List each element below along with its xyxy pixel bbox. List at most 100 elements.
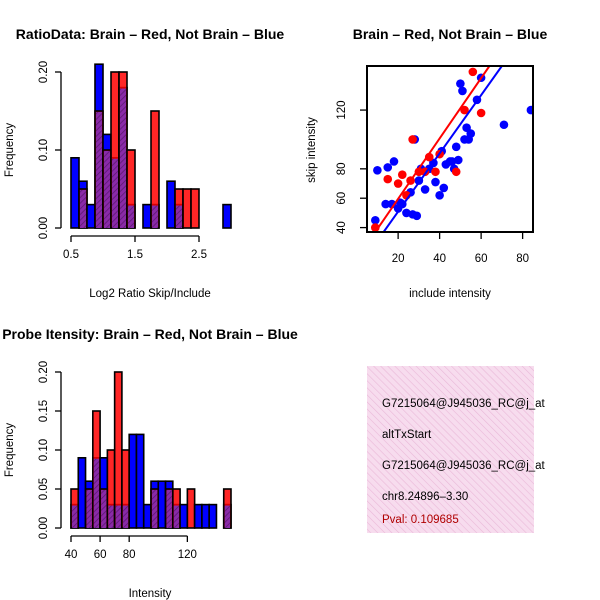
intensity-bar-overlap-6 (115, 505, 121, 528)
ratio-bar-notbrain-9: 0.03 (142, 203, 152, 229)
scatter-point-brain: 27, 100 (408, 135, 417, 144)
info-probe-id: G7215064@J945036_RC@j_at (382, 398, 546, 410)
scatter-point-brain: 60, 118 (476, 108, 486, 118)
ratio-bar-overlap-10 (152, 205, 158, 228)
scatter-plot-area: 9, 4510, 7914, 5615, 8117, 5618, 8520, 5… (371, 66, 533, 232)
scatter-plot-frame (366, 65, 534, 233)
intensity-x-tick-label: 120 (178, 549, 197, 561)
info-panel-background (367, 366, 534, 533)
scatter-x-tick-label: 60 (475, 253, 488, 265)
scatter-point-brain: 38, 78 (431, 167, 440, 177)
intensity-histogram-xlabel: Intensity (129, 588, 172, 600)
scatter-point-notbrain: 50, 138 (456, 79, 465, 88)
scatter-point-brain: 22, 76 (397, 170, 407, 180)
ratio-bar-brain-15: 0.05 (190, 188, 200, 229)
intensity-bar-notbrain-17: 0.03 (193, 503, 203, 529)
scatter-fit-line-notbrain (382, 66, 503, 232)
ratio-bar-notbrain-2: 0.03 (86, 203, 96, 229)
intensity-bar-brain-16: 0.05 (186, 488, 196, 529)
scatter-point-brain: 56, 146 (468, 67, 478, 77)
ratio-bar-brain-14: 0.05 (182, 188, 192, 229)
intensity-bar-notbrain-19: 0.03 (208, 503, 218, 529)
scatter-point-notbrain: 15, 81 (383, 163, 393, 172)
ratio-y-tick-label: 0.10 (38, 139, 50, 161)
scatter-x-tick-label: 40 (433, 253, 446, 265)
scatter-y-tick-label: 40 (336, 221, 348, 234)
intensity-x-tick-label: 40 (65, 549, 78, 561)
ratio-histogram-axes: 0.5 1.5 2.5 0.00 0.10 0.20 (38, 61, 207, 261)
ratio-histogram-title: RatioData: Brain – Red, Not Brain – Blue (16, 26, 285, 42)
scatter-point-notbrain: 48, 95 (451, 142, 461, 152)
intensity-histogram-title: Probe Itensity: Brain – Red, Not Brain –… (2, 326, 298, 342)
scatter-point-notbrain: 29, 48 (412, 211, 422, 221)
info-event-type: altTxStart (382, 429, 432, 441)
intensity-bar-overlap-21 (224, 505, 230, 528)
ratio-bar-overlap-7 (128, 205, 134, 228)
intensity-bar-notbrain-9: 0.12 (135, 433, 145, 529)
ratio-histogram-panel: RatioData: Brain – Red, Not Brain – Blue… (4, 26, 284, 300)
scatter-panel: Brain – Red, Not Brain – Blue include in… (306, 26, 547, 300)
intensity-bar-overlap-2 (86, 490, 92, 528)
scatter-y-tick-label: 120 (336, 100, 348, 119)
ratio-y-tick-label: 0.20 (38, 61, 50, 83)
info-panel: G7215064@J945036_RC@j_at altTxStart G721… (367, 366, 546, 533)
scatter-point-notbrain: 18, 85 (389, 157, 399, 166)
scatter-point-notbrain: 40, 62 (435, 190, 444, 200)
scatter-y-tick-label: 60 (336, 192, 348, 205)
ratio-bar-overlap-5 (112, 158, 118, 228)
ratio-bar-overlap-13 (176, 205, 182, 228)
intensity-bar-brain-6: 0.2 (113, 371, 123, 529)
scatter-point-brain: 48, 78 (451, 167, 461, 177)
scatter-point-notbrain: 33, 66 (420, 185, 430, 194)
intensity-bar-notbrain-18: 0.03 (201, 503, 210, 529)
ratio-histogram-ylabel: Frequency (4, 123, 16, 178)
ratio-bar-overlap-4 (104, 151, 110, 228)
scatter-point-brain: 15, 73 (383, 174, 393, 184)
scatter-x-tick-label: 20 (392, 253, 405, 265)
scatter-point-notbrain: 9, 45 (371, 215, 380, 225)
intensity-bar-overlap-5 (108, 505, 114, 528)
scatter-point-notbrain: 51, 133 (458, 86, 467, 96)
intensity-y-tick-label: 0.20 (38, 361, 50, 383)
scatter-y-tick-label: 80 (336, 162, 348, 175)
intensity-histogram-axes: 40 60 80 120 0.00 0.05 0.10 0.15 0.20 (38, 361, 197, 561)
ratio-histogram-xlabel: Log2 Ratio Skip/Include (89, 288, 210, 300)
scatter-ylabel: skip intensity (306, 117, 318, 183)
intensity-y-tick-label: 0.15 (38, 400, 50, 422)
scatter-axes: 20 40 60 80 40 60 80 120 (336, 100, 529, 265)
info-probe-id-2: G7215064@J945036_RC@j_at (382, 460, 546, 472)
intensity-bar-notbrain-12: 0.06 (157, 480, 167, 529)
ratio-x-tick-label: 1.5 (127, 249, 143, 261)
ratio-y-tick-label: 0.00 (38, 217, 50, 239)
intensity-bar-notbrain-1: 0.09 (77, 456, 87, 529)
intensity-bar-overlap-7 (122, 505, 129, 528)
scatter-point-brain: 20, 70 (393, 179, 403, 188)
ratio-x-tick-label: 0.5 (63, 249, 79, 261)
ratio-histogram-bars: 0.090.060.050.030.210.150.120.10.090.20.… (70, 63, 232, 229)
intensity-y-tick-label: 0.00 (38, 517, 50, 539)
info-pval: Pval: 0.109685 (382, 514, 459, 526)
intensity-y-tick-label: 0.10 (38, 439, 50, 461)
scatter-point-brain: 30, 78 (414, 167, 424, 177)
intensity-bar-notbrain-8: 0.12 (128, 433, 138, 529)
intensity-histogram-bars: 0.030.050.090.060.050.090.150.090.050.03… (70, 371, 232, 529)
intensity-bar-overlap-3 (93, 458, 100, 528)
scatter-point-notbrain: 49, 86 (454, 155, 463, 165)
ratio-bar-overlap-3 (96, 112, 102, 228)
info-location: chr8.24896–3.30 (382, 491, 468, 503)
scatter-point-notbrain: 38, 71 (431, 177, 440, 187)
scatter-fit-line-brain (374, 66, 491, 232)
scatter-x-tick-label: 80 (516, 253, 529, 265)
scatter-point-notbrain: 14, 56 (381, 199, 390, 209)
intensity-bar-notbrain-10: 0.03 (142, 503, 152, 529)
scatter-point-brain: 52, 120 (460, 105, 469, 115)
scatter-point-notbrain: 42, 67 (439, 183, 449, 193)
ratio-bar-notbrain-19: 0.03 (222, 203, 232, 229)
scatter-title: Brain – Red, Not Brain – Blue (353, 26, 548, 42)
ratio-bar-notbrain-12: 0.06 (166, 180, 176, 229)
intensity-histogram-ylabel: Frequency (4, 423, 16, 478)
intensity-bar-overlap-4 (101, 490, 107, 528)
intensity-bar-overlap-0 (72, 505, 78, 528)
intensity-histogram-panel: Probe Itensity: Brain – Red, Not Brain –… (2, 326, 298, 600)
